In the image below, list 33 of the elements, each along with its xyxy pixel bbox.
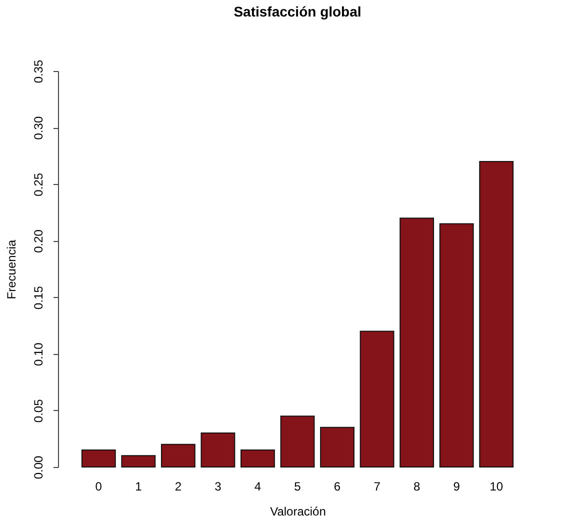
chart-title: Satisfacción global	[234, 3, 362, 20]
bar	[320, 426, 354, 468]
x-tick-label: 2	[174, 480, 182, 494]
x-tick-label: 4	[254, 480, 262, 494]
bar	[360, 330, 394, 468]
bar	[160, 444, 196, 468]
bar	[240, 450, 275, 468]
y-tick-label: 0.35	[32, 60, 46, 84]
x-tick-label: 8	[413, 480, 420, 494]
bar	[200, 432, 236, 468]
x-tick-label: 1	[135, 480, 142, 494]
x-tick-label: 7	[374, 480, 381, 494]
y-tick-label: 0.15	[32, 286, 46, 310]
x-axis-title: Valoración	[270, 504, 326, 518]
x-tick-label: 0	[95, 480, 102, 494]
y-tick-label: 0.00	[32, 456, 46, 480]
y-tick-label: 0.25	[32, 172, 46, 196]
bar	[439, 223, 474, 468]
x-tick-label: 5	[294, 480, 302, 494]
bar	[280, 416, 315, 468]
y-tick-label: 0.05	[32, 398, 46, 423]
y-tick-label: 0.10	[32, 342, 46, 366]
y-tick-label: 0.20	[32, 229, 46, 253]
y-tick-label: 0.30	[32, 116, 46, 140]
y-axis-title: Frecuencia	[4, 240, 18, 300]
x-tick-label: 10	[490, 480, 504, 494]
x-tick-label: 9	[453, 480, 460, 494]
bar	[479, 161, 514, 468]
bar	[81, 450, 116, 468]
bar	[400, 218, 434, 468]
x-tick-label: 3	[214, 480, 222, 494]
x-tick-label: 6	[334, 480, 341, 494]
bar	[121, 455, 156, 468]
